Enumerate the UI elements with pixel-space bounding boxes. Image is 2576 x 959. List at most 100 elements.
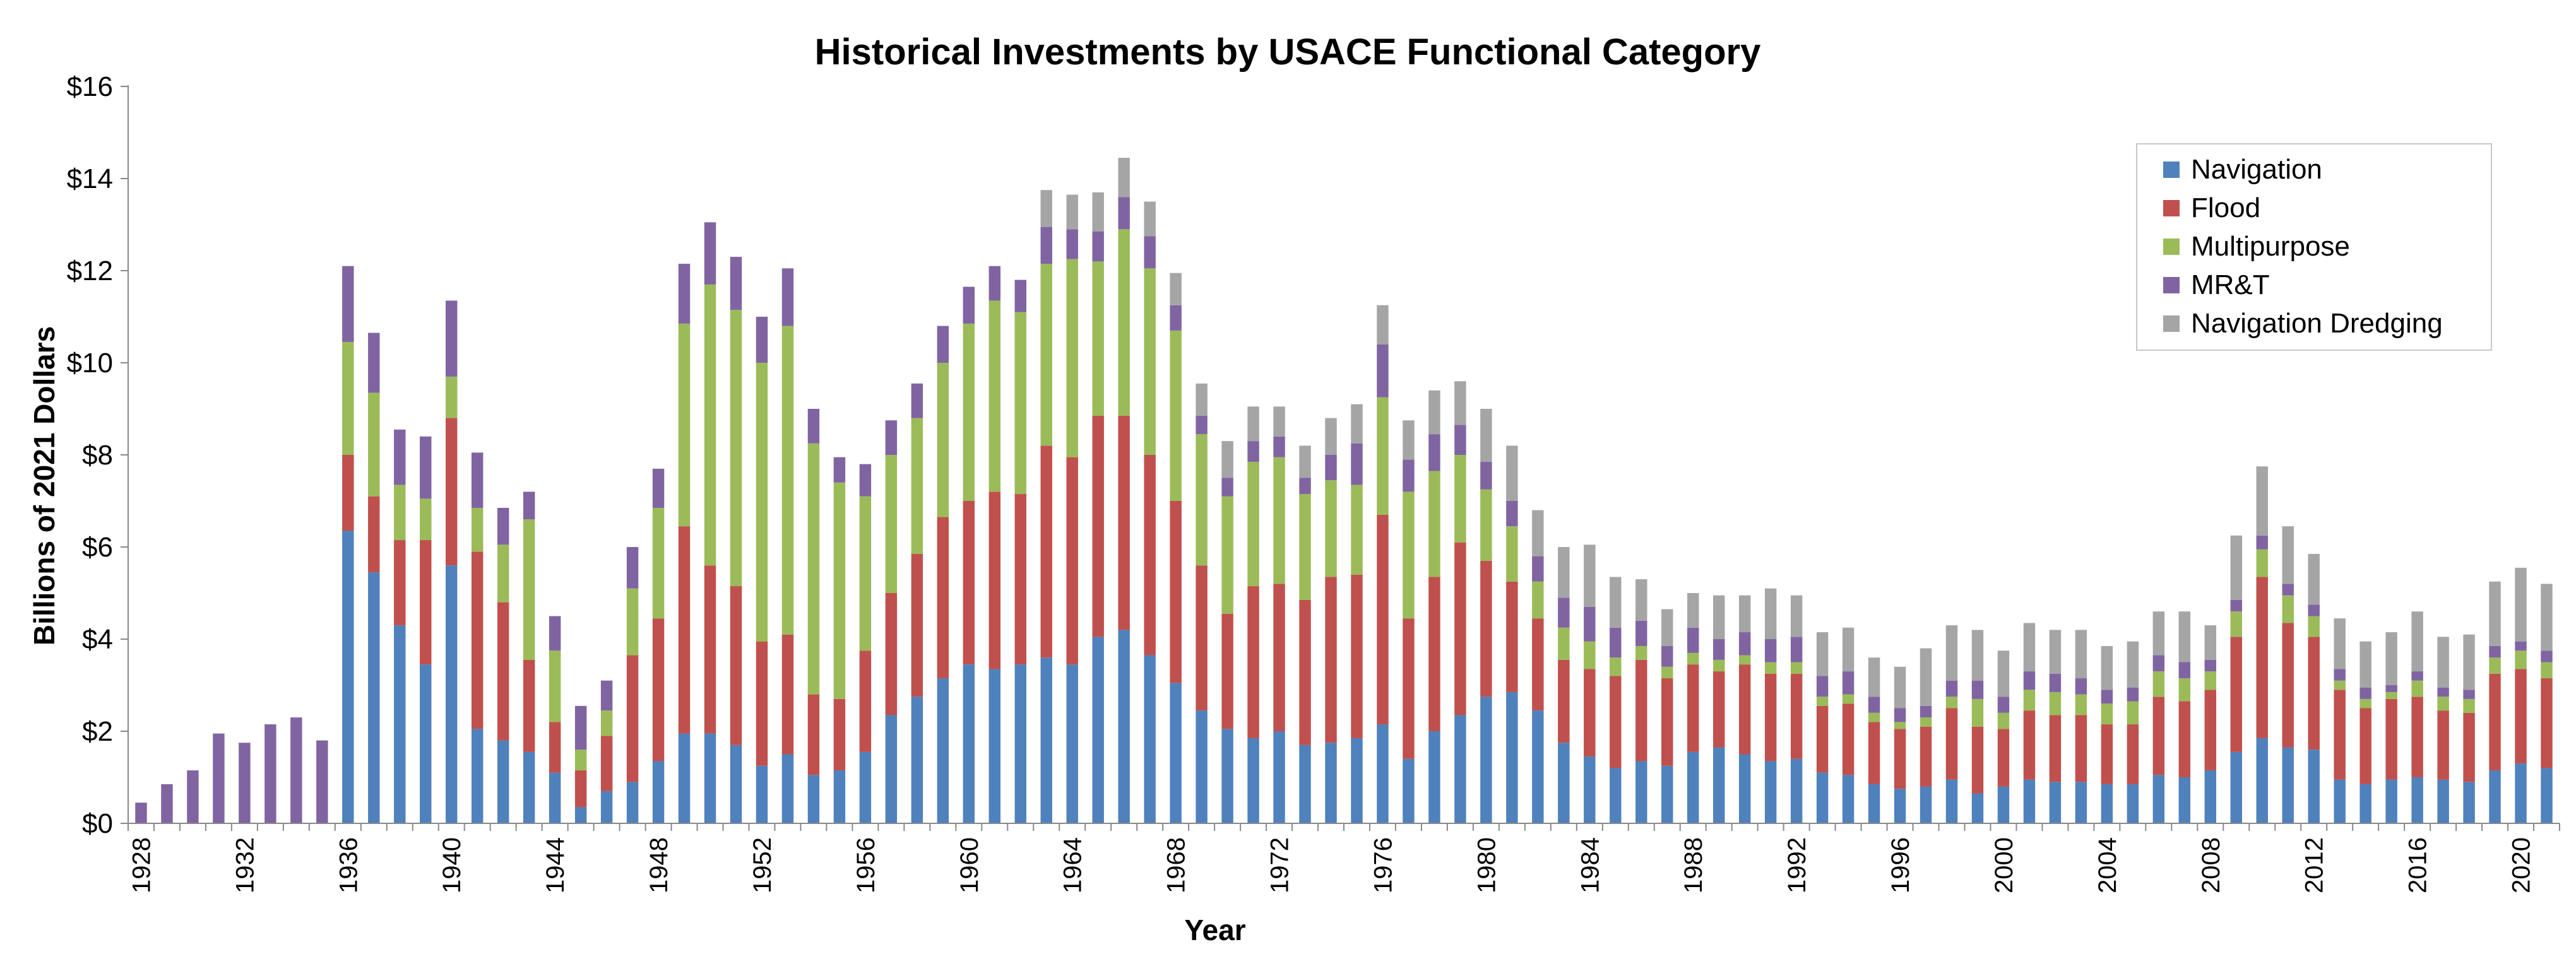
bar-segment [446, 565, 458, 823]
bar-segment [497, 740, 509, 823]
bar-segment [1377, 344, 1389, 397]
bar-segment [446, 300, 458, 377]
bar-segment [2178, 611, 2191, 662]
bar-segment [1738, 655, 1751, 665]
bar-segment [1351, 738, 1363, 823]
bar-segment [1351, 485, 1363, 575]
bar-segment [2204, 659, 2217, 672]
bar-segment [1764, 588, 1777, 639]
bar-segment [807, 694, 820, 775]
bar-segment [1377, 305, 1389, 344]
x-tick-label: 1968 [1163, 837, 1190, 893]
bar-segment [1273, 457, 1285, 584]
bar-segment [2489, 673, 2501, 771]
bar-segment [2385, 691, 2397, 699]
bar-segment [1377, 397, 1389, 515]
bar-segment [937, 363, 949, 517]
bar-segment [2127, 784, 2139, 823]
bar-segment [1712, 659, 1725, 672]
bar-segment [937, 326, 949, 363]
bar-segment [2334, 669, 2346, 681]
legend-label: Navigation Dredging [2191, 308, 2443, 339]
bar-segment [652, 468, 665, 508]
bar-segment [1712, 671, 1725, 748]
bar-segment [756, 363, 768, 642]
bar-segment [1894, 729, 1906, 789]
bar-segment [1687, 652, 1699, 665]
bar-segment [1066, 229, 1078, 259]
bar-segment [2049, 673, 2062, 692]
bar-segment [2541, 662, 2553, 679]
bar-segment [290, 717, 302, 823]
bar-segment [885, 593, 898, 715]
bar-segment [2230, 611, 2242, 637]
bar-segment [446, 376, 458, 418]
bar-segment [1377, 514, 1389, 725]
legend-swatch [2163, 200, 2180, 216]
bar-segment [2308, 750, 2320, 823]
bar-segment [2359, 698, 2371, 709]
bar-segment [1868, 722, 1880, 784]
bar-segment [1403, 758, 1415, 823]
bar-segment [652, 761, 665, 823]
bar-segment [1868, 712, 1880, 722]
bar-segment [1687, 593, 1699, 628]
bar-segment [2489, 770, 2501, 823]
bar-segment [859, 650, 872, 752]
bar-segment [937, 678, 949, 823]
bar-segment [2411, 697, 2423, 777]
bar-segment [316, 740, 328, 823]
bar-segment [1532, 618, 1544, 711]
bar-segment [1584, 756, 1596, 823]
bar-segment [859, 751, 872, 823]
bar-segment [1584, 544, 1596, 607]
bar-segment [1066, 457, 1078, 665]
bar-segment [1971, 680, 1984, 699]
plot-area [135, 158, 2553, 823]
bar-segment [2049, 715, 2062, 782]
bar-segment [1842, 775, 1855, 823]
x-tick-label: 1976 [1370, 837, 1398, 893]
bar-segment [2023, 671, 2036, 690]
bar-segment [2334, 690, 2346, 780]
bar-segment [523, 519, 535, 660]
bar-segment [2101, 690, 2113, 704]
bar-segment [1454, 542, 1466, 715]
bar-segment [2334, 779, 2346, 823]
bar-segment [807, 443, 820, 695]
bar-segment [1712, 639, 1725, 660]
bar-segment [1092, 415, 1104, 637]
bar-segment [1221, 441, 1233, 478]
bar-segment [1144, 236, 1156, 269]
bar-segment [2204, 770, 2217, 823]
bar-segment [1170, 305, 1182, 331]
bar-segment [1790, 758, 1803, 823]
bar-segment [2152, 671, 2165, 697]
bar-segment [1971, 793, 1984, 823]
bar-segment [1506, 526, 1518, 582]
bar-segment [1558, 597, 1570, 628]
bar-segment [420, 498, 432, 541]
bar-segment [2541, 650, 2553, 662]
bar-segment [2230, 637, 2242, 752]
bar-segment [2515, 567, 2527, 642]
bar-segment [574, 807, 587, 823]
bar-segment [2515, 763, 2527, 823]
bar-segment [2515, 669, 2527, 764]
bar-segment [1325, 743, 1337, 823]
bar-segment [1764, 673, 1777, 762]
bar-segment [2075, 630, 2087, 679]
bar-segment [2178, 777, 2191, 823]
bar-segment [2308, 553, 2320, 605]
bar-segment [1221, 613, 1233, 729]
bar-segment [1040, 657, 1052, 823]
bar-segment [1738, 664, 1751, 755]
bar-segment [2230, 535, 2242, 600]
bar-segment [1144, 268, 1156, 455]
x-tick-label: 1992 [1783, 837, 1811, 893]
bar-segment [342, 266, 354, 343]
bar-segment [549, 722, 561, 773]
bar-segment [1738, 632, 1751, 656]
bar-segment [2489, 657, 2501, 674]
bar-segment [1066, 664, 1078, 823]
